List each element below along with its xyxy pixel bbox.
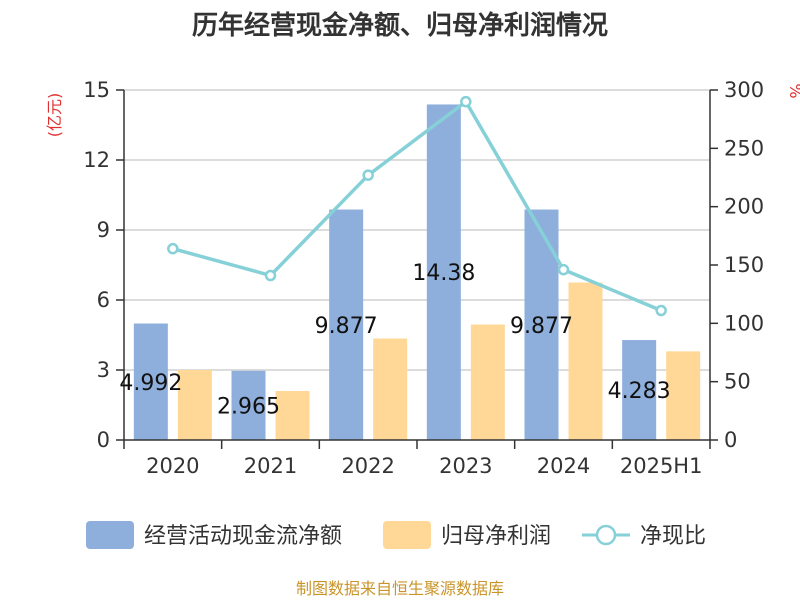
bar-value-label-2022: 9.877 (315, 314, 378, 339)
ratio-point-2021 (264, 269, 277, 282)
ratio-point-2022 (362, 169, 374, 181)
legend-label-net-profit: 归母净利润 (441, 524, 551, 549)
left-tick-label-3: 9 (97, 218, 110, 242)
legend-swatch-cashflow (86, 521, 134, 549)
bar-0-2020 (133, 323, 168, 440)
ratio-line (172, 99, 662, 313)
x-tick-label-3: 2023 (439, 454, 492, 478)
bar-1-2025H1 (666, 351, 701, 440)
bar-value-label-2024: 9.877 (510, 314, 573, 339)
bar-1-2020 (177, 370, 212, 440)
bar-value-label-2020: 4.992 (119, 371, 182, 396)
right-tick-label-6: 300 (724, 78, 764, 102)
legend-swatch-net-profit (383, 521, 431, 549)
legend-swatch-ratio-marker (595, 524, 617, 546)
left-tick-label-0: 0 (97, 428, 110, 452)
ratio-point-2020 (167, 242, 179, 255)
bar-1-2024 (568, 282, 603, 440)
right-tick-label-5: 250 (724, 136, 764, 160)
left-tick-label-1: 3 (97, 358, 110, 382)
x-tick-label-5: 2025H1 (620, 454, 703, 478)
right-tick-label-2: 100 (724, 311, 764, 335)
ratio-point-2025H1 (655, 304, 667, 317)
chart-title: 历年经营现金净额、归母净利润情况 (192, 10, 608, 41)
legend: 经营活动现金流净额 归母净利润 净现比 (86, 521, 706, 549)
bar-0-2022 (329, 209, 364, 440)
left-axis-unit: (亿元) (45, 93, 64, 138)
bar-1-2022 (373, 338, 408, 440)
ratio-line-series (167, 95, 667, 317)
bars (133, 104, 701, 440)
right-tick-label-3: 150 (724, 253, 764, 277)
right-tick-label-4: 200 (724, 195, 764, 219)
legend-label-ratio: 净现比 (640, 524, 706, 549)
bar-0-2023 (426, 104, 461, 440)
bar-value-label-2025H1: 4.283 (608, 379, 671, 404)
bar-value-label-2023: 14.38 (412, 261, 475, 286)
bar-1-2021 (275, 391, 310, 440)
x-tick-label-2: 2022 (341, 454, 394, 478)
left-tick-label-2: 6 (97, 288, 110, 312)
bar-1-2023 (470, 324, 505, 440)
x-tick-label-1: 2021 (244, 454, 297, 478)
right-tick-label-0: 0 (724, 428, 737, 452)
ratio-point-2023 (460, 95, 472, 108)
right-axis-unit: % (786, 83, 800, 98)
left-tick-label-4: 12 (83, 148, 110, 172)
x-tick-label-0: 2020 (146, 454, 199, 478)
bar-0-2021 (231, 370, 266, 440)
gridlines (124, 89, 710, 371)
data-labels: 4.992 2.965 9.877 14.38 9.877 4.283 (119, 261, 670, 419)
ratio-point-2024 (557, 263, 570, 276)
legend-label-cashflow: 经营活动现金流净额 (144, 524, 342, 549)
right-tick-label-1: 50 (724, 370, 751, 394)
bar-0-2025H1 (622, 340, 657, 440)
x-tick-label-4: 2024 (537, 454, 590, 478)
left-tick-label-5: 15 (83, 78, 110, 102)
source-note: 制图数据来自恒生聚源数据库 (296, 579, 504, 598)
bar-value-label-2021: 2.965 (217, 394, 280, 419)
